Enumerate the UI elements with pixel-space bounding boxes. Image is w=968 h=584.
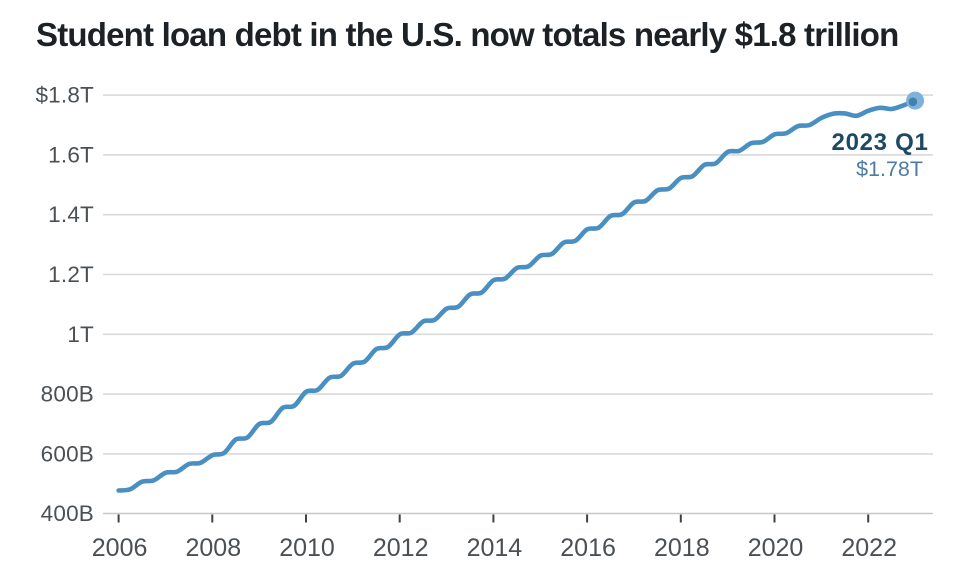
svg-text:400B: 400B (41, 501, 94, 526)
svg-text:2008: 2008 (185, 534, 241, 562)
svg-text:800B: 800B (41, 382, 94, 407)
svg-text:1.6T: 1.6T (48, 142, 94, 167)
svg-text:$1.8T: $1.8T (35, 83, 94, 108)
svg-text:1.2T: 1.2T (48, 262, 94, 287)
svg-text:2020: 2020 (748, 534, 804, 562)
svg-text:2014: 2014 (467, 534, 523, 562)
svg-text:2023 Q1: 2023 Q1 (832, 129, 929, 156)
svg-text:2018: 2018 (654, 534, 710, 562)
svg-text:2022: 2022 (841, 534, 897, 562)
svg-text:2006: 2006 (92, 534, 148, 562)
svg-text:2016: 2016 (560, 534, 616, 562)
svg-text:2010: 2010 (279, 534, 335, 562)
svg-text:1.4T: 1.4T (48, 202, 94, 227)
svg-text:1T: 1T (67, 322, 94, 347)
svg-text:$1.78T: $1.78T (856, 157, 923, 181)
svg-text:600B: 600B (41, 441, 94, 466)
svg-text:2012: 2012 (373, 534, 429, 562)
